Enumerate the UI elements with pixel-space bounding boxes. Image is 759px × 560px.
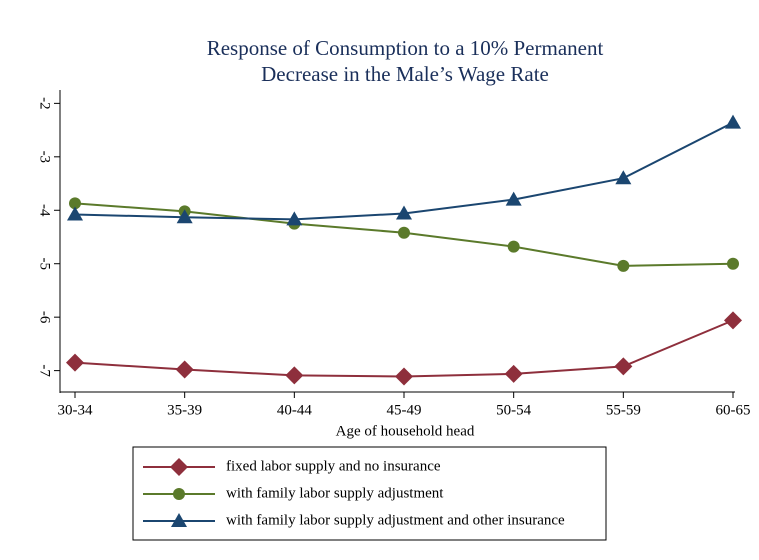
legend-label: fixed labor supply and no insurance bbox=[226, 458, 441, 474]
marker bbox=[396, 205, 412, 220]
marker bbox=[725, 114, 741, 129]
legend-label: with family labor supply adjustment and … bbox=[226, 512, 565, 528]
x-axis-label: Age of household head bbox=[336, 423, 475, 439]
marker bbox=[171, 513, 187, 527]
marker bbox=[173, 488, 185, 500]
chart-title: Response of Consumption to a 10% Permane… bbox=[207, 36, 604, 60]
x-tick-label: 55-59 bbox=[606, 402, 641, 418]
chart-title: Decrease in the Male’s Wage Rate bbox=[261, 62, 549, 86]
marker bbox=[170, 458, 188, 476]
y-tick-label: -4 bbox=[37, 204, 53, 217]
marker bbox=[286, 211, 303, 226]
marker bbox=[507, 240, 520, 253]
marker bbox=[614, 357, 633, 376]
legend-label: with family labor supply adjustment bbox=[226, 485, 444, 501]
y-tick-label: -2 bbox=[37, 97, 53, 110]
marker bbox=[615, 170, 632, 185]
marker bbox=[176, 209, 193, 224]
marker bbox=[395, 367, 413, 386]
marker bbox=[175, 360, 194, 379]
x-tick-label: 40-44 bbox=[277, 402, 312, 418]
marker bbox=[398, 226, 410, 239]
y-tick-label: -5 bbox=[37, 257, 53, 270]
x-tick-label: 50-54 bbox=[496, 402, 531, 418]
marker bbox=[285, 366, 304, 385]
marker bbox=[617, 259, 630, 272]
marker bbox=[69, 197, 81, 210]
marker bbox=[66, 353, 84, 372]
marker bbox=[727, 257, 739, 270]
marker bbox=[505, 191, 522, 206]
x-tick-label: 45-49 bbox=[387, 402, 422, 418]
marker bbox=[67, 206, 83, 221]
x-tick-label: 30-34 bbox=[58, 402, 93, 418]
y-tick-label: -7 bbox=[37, 364, 53, 377]
x-tick-label: 60-65 bbox=[716, 402, 751, 418]
marker bbox=[504, 364, 523, 383]
marker bbox=[724, 311, 742, 330]
x-tick-label: 35-39 bbox=[167, 402, 202, 418]
y-tick-label: -6 bbox=[37, 311, 53, 324]
y-tick-label: -3 bbox=[37, 151, 53, 164]
